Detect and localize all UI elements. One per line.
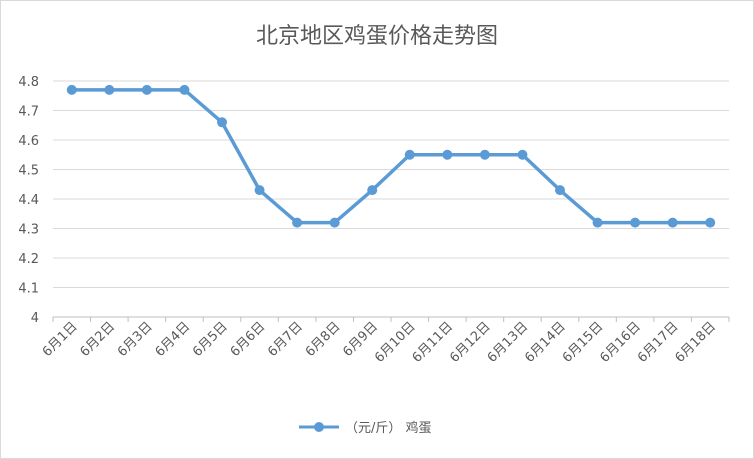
x-tick-label: 6月2日 <box>77 319 118 360</box>
chart-title: 北京地区鸡蛋价格走势图 <box>256 24 498 49</box>
series-layer <box>66 84 716 228</box>
x-tick-label: 6月8日 <box>303 319 344 360</box>
x-axis-ticks: 6月1日6月2日6月3日6月4日6月5日6月6日6月7日6月8日6月9日6月10… <box>40 319 719 366</box>
x-tick-label: 6月6日 <box>228 319 269 360</box>
y-tick-label: 4.5 <box>18 164 39 179</box>
y-tick-label: 4.7 <box>18 105 39 120</box>
x-tick-label: 6月18日 <box>673 319 720 366</box>
y-tick-label: 4.8 <box>18 75 39 90</box>
x-tick-label: 6月14日 <box>522 319 569 366</box>
data-point <box>592 217 603 228</box>
data-point <box>104 84 115 95</box>
legend-marker-swatch <box>314 422 324 432</box>
data-point <box>705 217 716 228</box>
data-point <box>404 149 415 160</box>
data-point <box>141 84 152 95</box>
x-tick-label: 6月1日 <box>40 319 81 360</box>
y-tick-label: 4 <box>31 311 39 326</box>
data-point <box>179 84 190 95</box>
x-tick-label: 6月17日 <box>635 319 682 366</box>
y-tick-label: 4.4 <box>18 193 39 208</box>
x-tick-label: 6月16日 <box>597 319 644 366</box>
x-tick-label: 6月7日 <box>265 319 306 360</box>
data-point <box>292 217 303 228</box>
y-tick-label: 4.3 <box>18 223 39 238</box>
x-tick-label: 6月4日 <box>153 319 194 360</box>
x-tick-label: 6月13日 <box>485 319 532 366</box>
y-tick-label: 4.6 <box>18 134 39 149</box>
x-tick-label: 6月15日 <box>560 319 607 366</box>
x-tick-label: 6月12日 <box>447 319 494 366</box>
x-tick-label: 6月11日 <box>410 319 457 366</box>
data-point <box>630 217 641 228</box>
series-line-0 <box>71 88 711 225</box>
y-axis-ticks: 4 4.1 4.2 4.3 4.4 4.5 4.6 4.7 4.8 <box>18 75 39 326</box>
x-tick-label: 6月10日 <box>372 319 419 366</box>
data-point <box>517 149 528 160</box>
y-tick-label: 4.1 <box>18 282 39 297</box>
y-tick-label: 4.2 <box>18 252 39 267</box>
data-point <box>555 185 565 196</box>
data-point <box>667 217 678 228</box>
legend: （元/斤） 鸡蛋 <box>299 420 432 436</box>
data-point <box>254 185 265 196</box>
grid-lines <box>52 80 730 322</box>
legend-label-eggs: （元/斤） 鸡蛋 <box>345 420 432 436</box>
x-tick-label: 6月5日 <box>190 319 231 360</box>
data-point <box>479 149 490 160</box>
data-point <box>66 84 77 95</box>
data-point <box>329 217 340 228</box>
x-tick-label: 6月3日 <box>115 319 156 360</box>
data-point <box>442 149 453 160</box>
data-point <box>367 185 378 196</box>
data-point <box>217 117 227 128</box>
